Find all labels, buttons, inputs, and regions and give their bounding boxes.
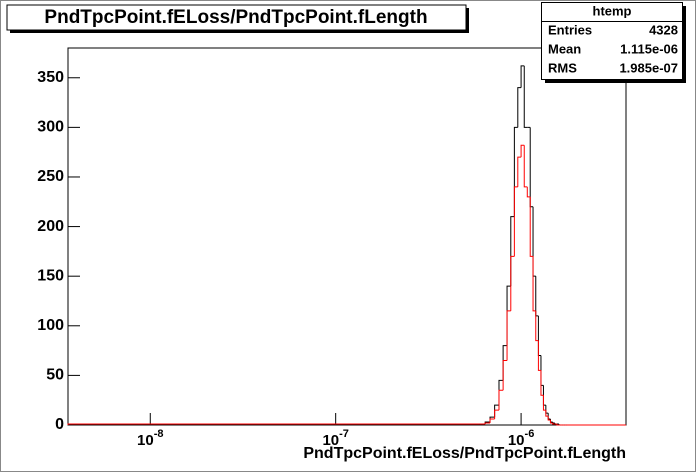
x-tick-label: 10-7 [322, 428, 348, 449]
histogram-bin [498, 389, 504, 411]
histogram-bin [535, 310, 539, 342]
x-tick-base: 10 [508, 432, 525, 449]
histogram-bin [540, 370, 544, 396]
stats-title: htemp [593, 3, 632, 18]
histogram-bin [489, 418, 495, 424]
y-tick-label: 100 [37, 317, 64, 334]
x-tick-base: 10 [137, 432, 154, 449]
stats-value: 4328 [649, 22, 678, 37]
title-box [6, 4, 467, 31]
y-tick-label: 200 [37, 218, 64, 235]
stats-value: 1.115e-06 [620, 41, 678, 56]
y-tick-label: 50 [46, 367, 64, 384]
histogram-bin [537, 340, 541, 371]
stats-key: RMS [548, 60, 577, 75]
plot-frame [67, 47, 627, 426]
y-tick-label: 350 [37, 69, 64, 86]
y-tick-label: 250 [37, 168, 64, 185]
histogram-bin [506, 310, 511, 361]
histogram-bin [532, 256, 536, 312]
histogram-bin [517, 87, 522, 128]
y-tick-label: 300 [37, 119, 64, 136]
histogram-bin [520, 65, 525, 88]
histogram-bin [484, 422, 491, 425]
chart-title: PndTpcPoint.fELoss/PndTpcPoint.fLength [44, 7, 427, 28]
stats-key: Mean [548, 41, 581, 56]
stats-box [541, 2, 683, 80]
histogram-bin [529, 196, 534, 257]
x-tick-label: 10-6 [508, 428, 534, 449]
x-tick-exponent: -6 [525, 428, 535, 440]
histogram-bin [542, 395, 546, 411]
histogram-bin [67, 423, 480, 425]
histogram-bin [494, 409, 499, 420]
histogram-bin [526, 186, 531, 198]
histogram-bin [556, 424, 559, 426]
x-tick-label: 10-8 [137, 428, 163, 449]
histogram-bin [545, 410, 549, 417]
y-tick-label: 150 [37, 267, 64, 284]
histogram-bin [547, 416, 551, 421]
histogram-bin [552, 423, 555, 425]
histogram-bin [517, 156, 522, 187]
histogram-bin [523, 65, 528, 128]
x-axis-label: PndTpcPoint.fELoss/PndTpcPoint.fLength [303, 445, 626, 462]
histogram-bin [520, 144, 525, 158]
histogram-bin [502, 360, 508, 391]
stats-key: Entries [548, 22, 592, 37]
y-tick-label: 0 [55, 416, 64, 433]
stats-value: 1.985e-07 [619, 60, 678, 75]
histogram-bin [513, 186, 518, 257]
x-tick-exponent: -8 [154, 428, 164, 440]
histogram-bin [549, 420, 553, 424]
x-tick-exponent: -7 [339, 428, 349, 440]
histogram-bin [523, 145, 528, 188]
x-tick-base: 10 [322, 432, 339, 449]
histogram-bin [510, 255, 515, 311]
